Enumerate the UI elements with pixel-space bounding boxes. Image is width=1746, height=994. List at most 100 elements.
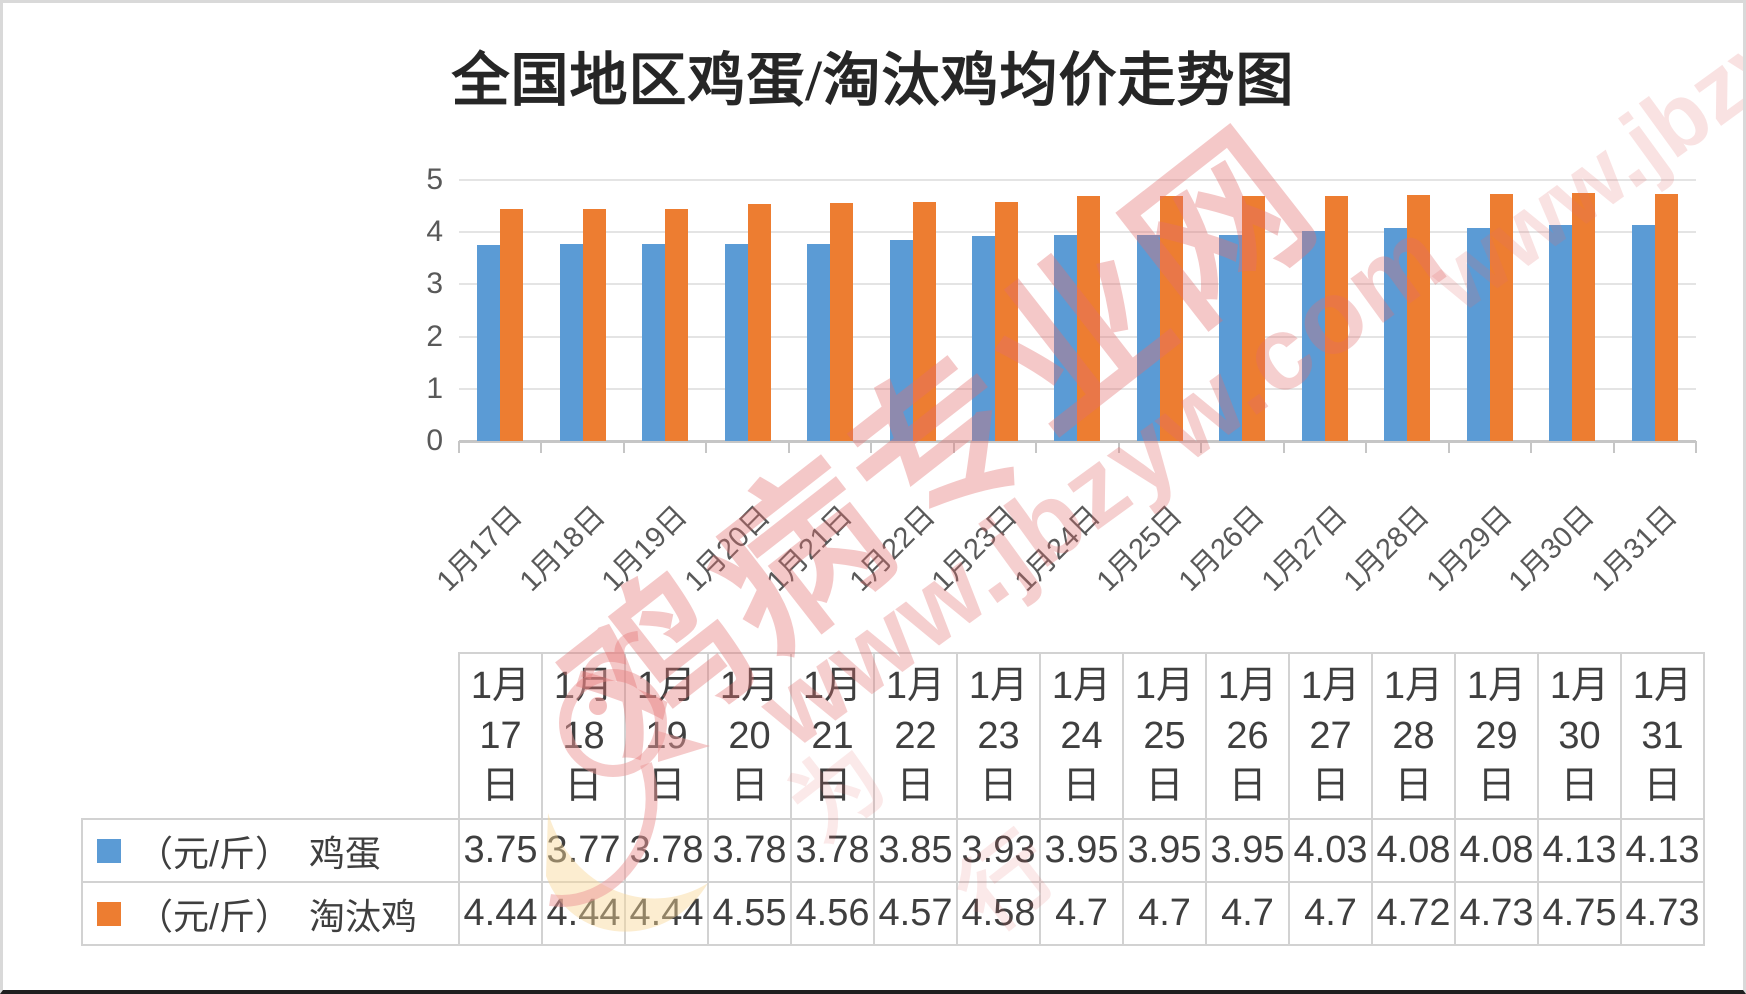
bar-group [1119,180,1201,441]
bar-group [1366,180,1448,441]
table-header-line: 1月 [802,665,863,707]
legend-label: （元/斤） 鸡蛋 [137,832,382,874]
bar-group [789,180,871,441]
x-axis-tick [1282,441,1285,453]
table-header-line: 29 [1475,715,1518,757]
y-tick-label: 2 [426,319,443,353]
table-value-cell: 4.56 [790,881,875,946]
bar-egg [1136,234,1160,441]
table-header-cell: 1月 25 日 [1122,652,1207,820]
y-tick-label: 1 [426,371,443,405]
table-header-line: 18 [562,715,605,757]
bar-egg [477,245,501,441]
table-header-line: 日 [813,765,852,807]
legend-swatch-egg [97,838,121,863]
table-value-cell: 4.58 [956,881,1041,946]
x-axis-tick [458,441,460,453]
x-axis-tick [1530,441,1533,453]
legend-swatch-culled-chicken [97,901,121,926]
table-value-cell: 3.78 [624,818,709,883]
table-value-cell: 4.44 [624,881,709,946]
table-header-cell: 1月 20 日 [707,652,792,820]
table-header-line: 26 [1226,715,1269,757]
bar-group [1449,180,1531,441]
bar-group [706,180,788,441]
bar-group [1036,180,1118,441]
table-header-line: 日 [481,765,520,807]
x-axis-tick [1200,441,1203,453]
table-value-cell: 4.73 [1454,881,1539,946]
table-value-cell: 4.72 [1371,881,1456,946]
gridline-y-5 [459,179,1696,181]
chart-title: 全国地区鸡蛋/淘汰鸡均价走势图 [451,48,1295,113]
bar-culled-chicken [912,202,936,441]
table-header-line: 日 [564,765,603,807]
table-header-cell: 1月 24 日 [1039,652,1124,820]
table-value-cell: 3.95 [1205,818,1290,883]
bar-group [871,180,953,441]
table-header-line: 1月 [470,665,531,707]
bar-culled-chicken [1572,193,1596,441]
table-header-line: 25 [1143,715,1186,757]
bar-group [954,180,1036,441]
data-table: 1月 17 日 1月 18 日 1月 19 日 1月 20 日 1月 21 日 1月 22 日 1月 23 日 1月 24 日… [81,652,1705,946]
bar-group [459,180,541,441]
table-header-line: 1月 [719,665,780,707]
bar-egg [1466,228,1490,441]
table-header-line: 28 [1392,715,1435,757]
table-header-line: 31 [1641,715,1684,757]
table-value-cell: 4.75 [1537,881,1622,946]
table-header-line: 1月 [1051,665,1112,707]
table-value-cell: 3.78 [707,818,792,883]
table-value-cell: 4.03 [1288,818,1373,883]
table-value-cell: 3.85 [873,818,958,883]
table-value-cell: 4.08 [1371,818,1456,883]
table-header-line: 日 [1228,765,1267,807]
table-header-cell: 1月 30 日 [1537,652,1622,820]
table-value-cell: 4.7 [1039,881,1124,946]
table-header-line: 27 [1309,715,1352,757]
bar-culled-chicken [830,202,854,441]
bar-egg [642,243,666,441]
table-header-cell: 1月 29 日 [1454,652,1539,820]
bar-egg [1219,234,1243,441]
bar-culled-chicken [1324,195,1348,441]
table-header-line: 21 [811,715,854,757]
table-header-line: 1月 [1383,665,1444,707]
bar-culled-chicken [582,209,606,441]
plot-area [458,179,1697,453]
table-header-line: 1月 [1134,665,1195,707]
table-value-cell: 4.7 [1205,881,1290,946]
x-axis-tick [1695,441,1697,453]
legend: （元/斤） 鸡蛋 [83,825,458,877]
bar-culled-chicken [1407,194,1431,441]
table-header-line: 24 [1060,715,1103,757]
bar-group [1531,180,1613,441]
table-value-cell: 4.13 [1620,818,1705,883]
table-header-cell: 1月 21 日 [790,652,875,820]
bar-egg [889,240,913,441]
table-value-cell: 4.08 [1454,818,1539,883]
table-header-line: 23 [977,715,1020,757]
table-header-cell: 1月 18 日 [541,652,626,820]
table-value-cell: 4.44 [458,881,543,946]
bar-egg [559,244,583,441]
legend-label: （元/斤） 淘汰鸡 [137,895,418,937]
bar-culled-chicken [1242,195,1266,441]
table-header-line: 1月 [1300,665,1361,707]
table-header-line: 30 [1558,715,1601,757]
table-value-cell: 3.95 [1039,818,1124,883]
x-axis-tick [622,441,625,453]
bar-culled-chicken [1077,195,1101,441]
table-value-cell: 4.57 [873,881,958,946]
table-header-cell: 1月 23 日 [956,652,1041,820]
table-value-cell: 4.44 [541,881,626,946]
x-axis-tick [952,441,955,453]
table-header-line: 17 [479,715,522,757]
table-header-line: 日 [1062,765,1101,807]
table-header-line: 1月 [968,665,1029,707]
bar-egg [972,235,996,441]
table-value-cell: 3.93 [956,818,1041,883]
bar-egg [1301,230,1325,441]
